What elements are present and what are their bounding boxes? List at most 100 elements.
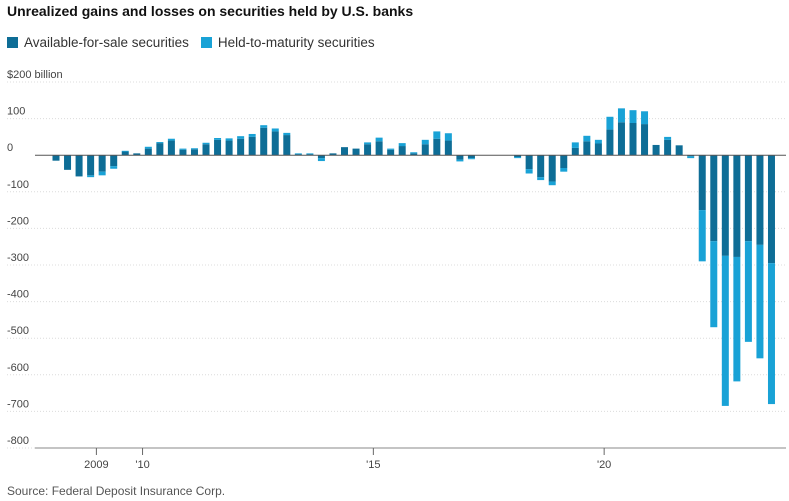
bar-afs: [121, 151, 129, 156]
bar-afs: [594, 143, 602, 156]
bar-afs: [733, 155, 741, 257]
bar-htm: [87, 175, 95, 178]
chart-title: Unrealized gains and losses on securitie…: [7, 3, 414, 19]
y-tick-label: 0: [7, 142, 13, 154]
source-note: Source: Federal Deposit Insurance Corp.: [7, 484, 226, 498]
y-tick-label: $200 billion: [7, 69, 63, 81]
bar-afs: [756, 155, 764, 245]
y-tick-label: -300: [7, 252, 29, 264]
y-axis-ticks: $200 billion 100 0 -100 -200 -300 -400 -500 -600…: [7, 69, 63, 447]
bar-afs: [306, 154, 314, 156]
bar-afs: [560, 155, 568, 169]
bar-htm: [548, 181, 556, 186]
bar-afs: [52, 155, 60, 161]
bar-afs: [571, 147, 579, 156]
bar-afs: [237, 138, 245, 156]
bar-htm: [537, 177, 545, 181]
bar-htm: [687, 156, 695, 159]
bar-htm: [467, 158, 475, 160]
bar-afs: [179, 149, 187, 156]
bar-htm: [767, 263, 775, 405]
x-tick-label: 2009: [84, 459, 108, 471]
bar-afs: [271, 131, 279, 156]
legend-swatch-htm: [200, 37, 212, 48]
bar-htm: [248, 133, 256, 137]
bar-htm: [144, 146, 152, 149]
bar-afs: [87, 155, 95, 176]
legend-item-htm: Held-to-maturity securities: [200, 35, 375, 50]
bar-htm: [433, 131, 441, 139]
bar-afs: [548, 155, 556, 182]
y-tick-label: -400: [7, 289, 29, 301]
y-tick-label: -200: [7, 215, 29, 227]
bar-afs: [294, 154, 302, 156]
bar-afs: [202, 144, 210, 156]
bar-afs: [767, 155, 775, 264]
bar-htm: [525, 169, 533, 174]
bar-afs: [341, 147, 348, 156]
bar-afs: [283, 135, 291, 156]
bar-afs: [75, 155, 83, 177]
bar-htm: [214, 138, 222, 140]
bar-afs: [64, 155, 72, 170]
bar-afs: [421, 144, 429, 156]
bar-afs: [317, 155, 325, 159]
bar-afs: [364, 144, 372, 156]
bar-htm: [583, 135, 591, 142]
bar-afs: [433, 138, 441, 156]
bar-htm: [398, 143, 406, 147]
bar-htm: [756, 244, 764, 359]
bar-htm: [444, 133, 452, 141]
y-tick-label: -100: [7, 179, 29, 191]
bar-htm: [710, 241, 718, 328]
bar-afs: [410, 153, 418, 156]
bar-htm: [641, 111, 649, 125]
y-tick-label: -500: [7, 325, 29, 337]
bar-htm: [629, 110, 637, 123]
bar-htm: [306, 153, 314, 155]
legend-item-afs: Available-for-sale securities: [7, 35, 189, 50]
x-tick-label: '15: [366, 459, 380, 471]
bar-afs: [675, 145, 683, 156]
bar-htm: [606, 116, 614, 130]
bar-afs: [133, 153, 141, 156]
bar-afs: [467, 155, 475, 159]
legend-swatch-afs: [7, 37, 18, 48]
bar-afs: [525, 155, 533, 170]
bar-htm: [594, 139, 602, 144]
legend: Available-for-sale securities Held-to-ma…: [7, 35, 375, 50]
bar-afs: [444, 140, 452, 156]
bar-afs: [698, 155, 706, 211]
bar-afs: [260, 127, 268, 156]
bar-afs: [329, 153, 337, 156]
bar-htm: [190, 148, 198, 150]
bar-afs: [629, 122, 637, 156]
bar-htm: [294, 153, 302, 155]
bar-afs: [375, 141, 383, 156]
bar-htm: [375, 137, 383, 142]
bar-htm: [225, 138, 233, 141]
x-tick-label: '10: [135, 459, 149, 471]
bar-htm: [179, 148, 187, 150]
bar-htm: [664, 136, 672, 140]
legend-label-htm: Held-to-maturity securities: [217, 35, 375, 50]
bar-afs: [456, 155, 464, 160]
bar-htm: [721, 255, 729, 406]
bar-afs: [387, 149, 395, 156]
bar-htm: [560, 168, 568, 172]
bar-htm: [98, 171, 106, 176]
bar-afs: [110, 155, 118, 167]
bar-afs: [721, 155, 729, 256]
bar-htm: [156, 142, 164, 144]
bar-afs: [710, 155, 718, 242]
y-tick-label: -700: [7, 398, 29, 410]
x-axis: 2009 '10 '15 '20: [35, 447, 786, 471]
bar-afs: [214, 139, 222, 156]
bar-htm: [283, 132, 291, 136]
bar-htm: [237, 136, 245, 139]
bar-afs: [352, 148, 360, 156]
bar-htm: [202, 142, 210, 145]
bar-htm: [387, 148, 395, 150]
bar-afs: [190, 149, 198, 156]
